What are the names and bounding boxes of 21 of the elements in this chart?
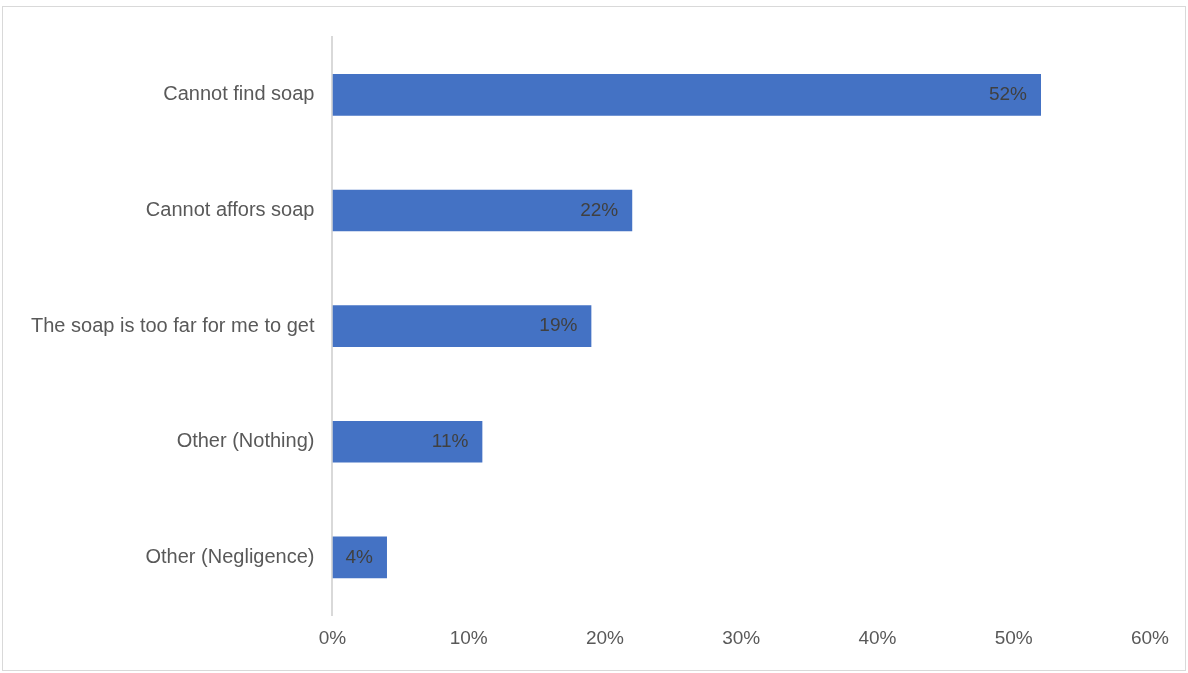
x-tick-label: 0% (318, 626, 347, 648)
x-tick-label: 30% (722, 626, 761, 648)
y-tick-label: Cannot affors soap (145, 197, 315, 220)
data-label: 19% (539, 314, 578, 336)
x-tick-label: 10% (449, 626, 488, 648)
x-tick-label: 50% (994, 626, 1033, 648)
data-label: 52% (988, 83, 1028, 105)
y-tick-label: The soap is too far for me to get (30, 313, 315, 336)
bar (332, 189, 633, 232)
y-tick-label: Cannot find soap (163, 82, 315, 105)
y-tick-label: Other (Nothing) (176, 429, 315, 452)
y-tick-label: Other (Negligence) (145, 544, 315, 567)
data-label: 11% (431, 429, 469, 451)
x-tick-label: 60% (1130, 626, 1170, 648)
data-label: 22% (580, 198, 619, 220)
bar (332, 420, 483, 463)
x-tick-label: 40% (858, 626, 897, 648)
x-tick-label: 20% (585, 626, 625, 648)
data-label: 4% (345, 545, 374, 567)
bar (332, 74, 1041, 116)
bar (332, 305, 592, 347)
